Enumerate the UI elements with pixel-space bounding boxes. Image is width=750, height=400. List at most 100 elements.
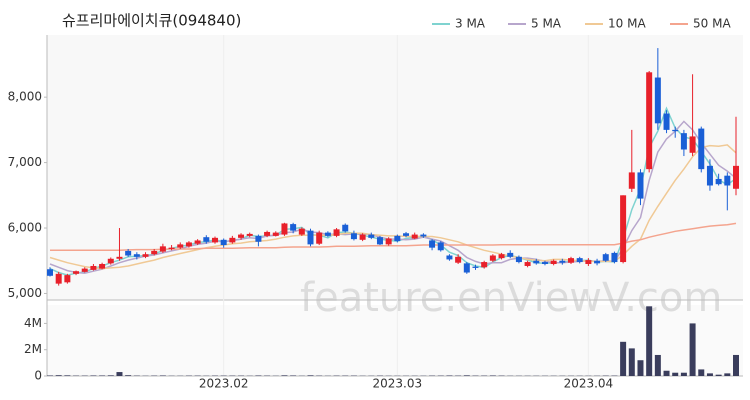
volume-bar	[55, 375, 62, 376]
candle-body	[385, 238, 392, 245]
volume-bar	[733, 354, 739, 376]
candle-body	[246, 233, 253, 236]
candle-body	[333, 229, 340, 236]
candle-body	[420, 234, 427, 237]
volume-panel	[47, 305, 743, 376]
candle-body	[220, 239, 227, 246]
candle-body	[733, 165, 739, 189]
volume-bar	[715, 374, 722, 376]
candle-body	[472, 266, 479, 268]
candle-body	[455, 256, 462, 263]
candle-body	[559, 260, 566, 263]
candle-body	[281, 223, 288, 235]
candle-body	[168, 247, 175, 249]
candle-body	[125, 250, 132, 256]
candle-body	[376, 237, 383, 245]
candle-body	[602, 254, 609, 261]
candle-body	[429, 240, 436, 248]
candle-body	[116, 256, 123, 259]
volume-bar	[255, 375, 262, 376]
candle-body	[264, 231, 271, 236]
candle-body	[255, 235, 262, 242]
candle-body	[142, 254, 149, 257]
candle-body	[437, 242, 444, 251]
volume-bar	[637, 360, 644, 376]
candle-body	[133, 254, 140, 257]
candle-body	[307, 230, 314, 245]
legend-label: 50 MA	[693, 17, 731, 31]
volume-bar	[107, 375, 114, 376]
x-tick-label: 2023.03	[373, 377, 423, 391]
candle-body	[159, 246, 166, 252]
y-tick-label: 0	[34, 369, 42, 383]
volume-bar	[689, 323, 696, 376]
candle-body	[533, 260, 540, 264]
volume-bar	[159, 375, 166, 376]
watermark: feature.enViewV.com	[300, 275, 722, 321]
candle-body	[576, 258, 583, 263]
candle-body	[680, 133, 687, 150]
candle-body	[715, 178, 722, 185]
volume-bar	[116, 372, 123, 376]
candle-body	[524, 262, 531, 266]
candle-body	[541, 262, 548, 265]
y-tick-label: 7,000	[8, 155, 42, 169]
y-tick-label: 6,000	[8, 221, 42, 235]
legend-label: 5 MA	[531, 17, 562, 31]
candle-body	[637, 172, 644, 199]
candle-body	[698, 128, 705, 170]
volume-bar	[654, 354, 661, 376]
candle-body	[646, 72, 653, 170]
candle-body	[611, 252, 618, 263]
candle-body	[194, 240, 201, 244]
volume-bar	[281, 375, 288, 376]
candle-body	[463, 263, 470, 273]
candle-body	[550, 260, 557, 265]
candle-body	[724, 175, 731, 186]
candle-body	[90, 265, 97, 270]
candle-body	[489, 255, 496, 261]
y-tick-label: 4M	[24, 316, 42, 330]
candle-body	[55, 273, 62, 284]
candle-body	[507, 252, 514, 257]
candle-body	[99, 264, 106, 269]
volume-bar	[99, 375, 106, 376]
candle-body	[481, 262, 488, 268]
volume-bar	[125, 375, 132, 376]
candle-body	[672, 129, 679, 132]
candle-body	[368, 234, 375, 238]
candle-body	[663, 113, 670, 130]
candle-body	[64, 275, 71, 283]
candle-body	[585, 260, 592, 265]
candle-body	[229, 237, 236, 243]
price-panel	[47, 35, 743, 300]
volume-bar	[290, 375, 297, 376]
x-tick-label: 2023.02	[199, 377, 249, 391]
candle-body	[689, 136, 696, 153]
volume-bar	[446, 375, 453, 376]
candle-body	[81, 268, 88, 272]
volume-bar	[64, 375, 71, 376]
candle-body	[107, 258, 114, 264]
candle-body	[238, 234, 245, 238]
volume-bar	[706, 373, 713, 376]
candle-body	[620, 195, 627, 263]
candle-body	[568, 258, 575, 263]
volume-bar	[307, 375, 314, 376]
candle-body	[403, 233, 410, 236]
candle-body	[211, 237, 218, 243]
volume-bar	[698, 369, 705, 376]
volume-bar	[620, 341, 627, 376]
volume-bar	[489, 375, 496, 376]
volume-bar	[663, 370, 670, 376]
volume-bar	[672, 372, 679, 376]
candle-body	[654, 77, 661, 124]
volume-bar	[90, 375, 97, 376]
candle-body	[73, 271, 80, 274]
candle-body	[594, 260, 601, 264]
y-tick-label: 5,000	[8, 286, 42, 300]
candle-body	[290, 224, 297, 231]
candle-body	[177, 244, 184, 248]
legend-label: 3 MA	[455, 17, 486, 31]
